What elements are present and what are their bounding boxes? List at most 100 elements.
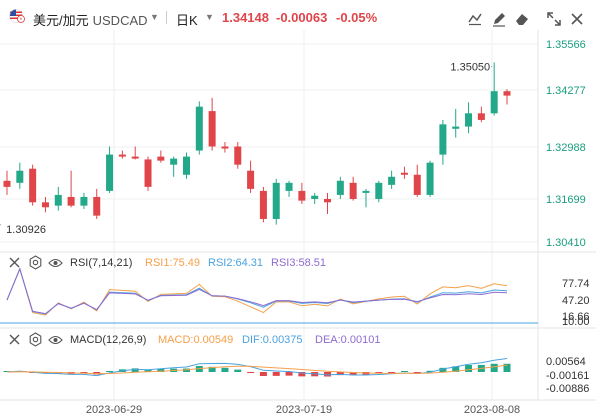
eye-icon[interactable]	[48, 257, 63, 269]
macd-bar	[349, 372, 357, 376]
symbol-selector[interactable]: 美元/加元 USDCAD	[33, 10, 148, 29]
candle-body	[452, 126, 460, 129]
candle-body	[400, 172, 408, 175]
rsi3-line	[6, 267, 508, 315]
rsi1-line	[6, 267, 508, 316]
chevron-down-icon[interactable]: ▼	[150, 12, 159, 22]
candles	[3, 62, 511, 225]
macd-bar	[465, 365, 473, 372]
period-selector[interactable]: 日K	[176, 13, 198, 28]
price-change-pct: -0.05%	[336, 10, 378, 25]
candle-body	[311, 195, 319, 199]
macd-bar	[375, 372, 383, 374]
price-tick-label: 1.34277	[546, 85, 586, 97]
price-tick-label: 1.30410	[546, 237, 586, 249]
eraser-icon[interactable]	[512, 9, 532, 29]
rsi2-line	[6, 267, 508, 315]
candle-body	[336, 180, 344, 195]
candle-body	[41, 202, 49, 208]
price-axis: 1.35566 1.34277 1.32988 1.31699 1.30410	[546, 39, 586, 249]
line-draw-icon[interactable]	[465, 9, 485, 29]
grid-lines	[0, 30, 596, 401]
macd-bar	[336, 372, 344, 376]
candle-body	[208, 111, 216, 147]
rsi-tick-label: 47.20	[562, 295, 590, 307]
macd-bar	[426, 370, 434, 372]
chevron-down-icon[interactable]: ▼	[205, 12, 214, 22]
date-tick-label: 2023-06-29	[86, 404, 142, 416]
candle-body	[195, 106, 203, 151]
chart-header: 美元/加元 USDCAD ▼ 日K ▼ 1.34148 -0.00063 -0.0…	[0, 0, 596, 34]
price-tick-label: 1.35566	[546, 39, 586, 51]
close-icon[interactable]	[567, 9, 587, 29]
rsi-legend: RSI(7,14,21) RSI1:75.49 RSI2:64.31 RSI3:…	[0, 255, 540, 273]
dea-line	[6, 364, 508, 375]
rsi3-value: RSI3:58.51	[271, 257, 327, 269]
candle-body	[298, 190, 306, 201]
candle-body	[490, 91, 498, 114]
price-tick-label: 1.32988	[546, 142, 586, 154]
macd-bar	[298, 372, 306, 377]
macd-bar	[259, 372, 267, 377]
close-icon[interactable]	[8, 256, 21, 269]
candle-body	[259, 190, 267, 219]
macd-bar	[208, 366, 216, 372]
rsi2-value: RSI2:64.31	[208, 257, 264, 269]
candle-body	[16, 170, 24, 183]
candle-body	[285, 182, 293, 191]
candle-body	[477, 113, 485, 120]
candle-body	[465, 113, 473, 127]
macd-bar	[131, 368, 139, 372]
candle-body	[93, 196, 101, 216]
macd-lines	[6, 358, 508, 377]
macd-bar	[324, 372, 332, 377]
candle-body	[247, 170, 255, 189]
rsi-tick-label: 77.74	[562, 278, 590, 290]
macd-bar	[490, 363, 498, 372]
candle-body	[157, 156, 165, 161]
candle-body	[106, 154, 114, 191]
candle-body	[375, 182, 383, 199]
candle-body	[221, 146, 229, 149]
candle-body	[426, 162, 434, 195]
eye-icon[interactable]	[48, 334, 63, 346]
gear-icon[interactable]	[28, 255, 43, 270]
price-tick-label: 1.31699	[546, 194, 586, 206]
macd-bar	[234, 369, 242, 372]
date-tick-label: 2023-08-08	[464, 404, 520, 416]
candle-body	[272, 182, 280, 219]
dif-value: DIF:0.00375	[242, 334, 303, 346]
macd-bar	[413, 372, 421, 373]
candle-body	[388, 176, 396, 185]
candle-body	[324, 198, 332, 203]
rsi-name: RSI(7,14,21)	[70, 257, 133, 269]
macd-bar	[106, 371, 114, 372]
candle-body	[144, 159, 152, 187]
macd-bar	[157, 368, 165, 372]
dea-value: DEA:0.00101	[315, 334, 381, 346]
last-price: 1.34148	[222, 10, 269, 25]
rsi-tick-label: 16.66	[562, 311, 590, 323]
expand-icon[interactable]	[544, 9, 564, 29]
pencil-icon[interactable]	[489, 9, 509, 29]
high-price-label: 1.35050	[450, 61, 490, 73]
gear-icon[interactable]	[28, 332, 43, 347]
macd-name: MACD(12,26,9)	[70, 334, 147, 346]
divider	[166, 11, 167, 24]
pair-name: 美元/加元	[33, 13, 89, 28]
candle-body	[131, 156, 139, 159]
date-axis: 2023-06-29 2023-07-19 2023-08-08	[86, 404, 520, 416]
macd-axis: 0.00564 -0.00161-0.00886	[546, 356, 589, 395]
macd-tick-label: 0.00564	[546, 356, 586, 368]
candle-body	[362, 190, 370, 193]
macd-bar	[388, 372, 396, 373]
close-icon[interactable]	[8, 333, 21, 346]
price-change: -0.00063	[276, 10, 328, 25]
macd-bar	[285, 372, 293, 376]
candle-body	[67, 196, 75, 206]
macd-bar	[503, 363, 511, 372]
pair-code: USDCAD	[92, 13, 148, 28]
candle-body	[29, 168, 37, 203]
